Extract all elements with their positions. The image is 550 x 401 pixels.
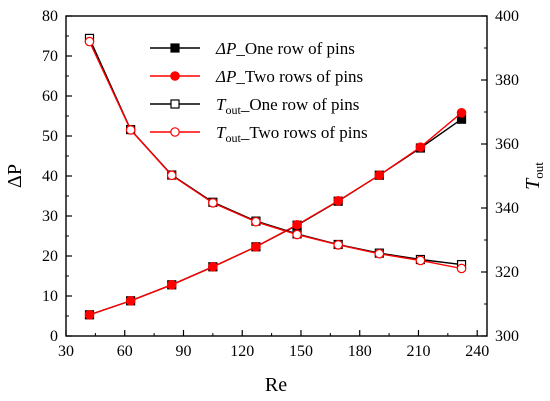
data-point <box>292 229 302 240</box>
data-point <box>125 295 136 306</box>
y-left-tick-label: 70 <box>42 48 58 65</box>
data-point <box>166 279 177 290</box>
legend-label: Tout_One row of pins <box>216 95 359 117</box>
legend-label: Tout_Two rows of pins <box>216 123 368 145</box>
x-tick-label: 60 <box>117 343 133 360</box>
series-2 <box>84 108 467 320</box>
series-4 <box>84 36 467 274</box>
series-line <box>89 118 462 316</box>
legend: ΔP_One row of pins ΔP_Two rows of pins Tou… <box>150 39 368 145</box>
x-tick-label: 180 <box>348 343 372 360</box>
series-1 <box>84 114 467 320</box>
x-tick-label: 30 <box>58 343 74 360</box>
data-point <box>333 196 343 206</box>
legend-marker <box>170 99 180 109</box>
y-axis-right-label-sub: out <box>531 162 546 179</box>
legend-item: Tout_Two rows of pins <box>150 123 368 145</box>
data-point <box>84 309 95 320</box>
legend-marker <box>170 127 180 137</box>
data-point <box>292 220 302 230</box>
data-point <box>415 142 426 152</box>
legend-item: ΔP_Two rows of pins <box>150 67 363 86</box>
x-tick-label: 240 <box>465 343 489 360</box>
series-line <box>88 41 462 270</box>
axis-ticks: 30 60 90 120 150 180 210 240 0 10 20 30 40 50 60 70 80 30… <box>42 8 519 360</box>
plot-frame <box>65 15 488 337</box>
x-tick-label: 120 <box>230 343 254 360</box>
y-axis-right-label: Tout <box>522 162 546 190</box>
series-line <box>89 112 462 316</box>
x-tick-label: 210 <box>406 343 430 360</box>
data-point <box>251 242 261 252</box>
data-point <box>333 240 343 250</box>
y-left-tick-label: 50 <box>42 128 58 145</box>
legend-item: ΔP_One row of pins <box>150 39 355 58</box>
data-point <box>84 36 95 47</box>
y-left-tick-label: 80 <box>42 8 58 25</box>
legend-item: Tout_One row of pins <box>150 95 359 117</box>
y-right-tick-label: 340 <box>495 200 519 217</box>
data-point <box>456 108 467 118</box>
data-point <box>415 255 426 266</box>
data-point <box>456 263 467 274</box>
y-axis-right-label-main: T <box>522 177 544 190</box>
data-point <box>166 170 177 181</box>
y-left-tick-label: 0 <box>50 328 58 345</box>
legend-marker <box>170 43 180 53</box>
series-layer <box>84 33 467 320</box>
legend-marker <box>170 71 180 81</box>
y-right-tick-label: 360 <box>495 136 519 153</box>
y-right-tick-label: 300 <box>495 328 519 345</box>
x-tick-label: 90 <box>175 343 191 360</box>
data-point <box>208 261 218 272</box>
y-axis-left-label: ΔP <box>4 164 26 188</box>
y-right-tick-label: 400 <box>495 8 519 25</box>
y-left-tick-label: 30 <box>42 208 58 225</box>
data-point <box>125 125 136 135</box>
legend-label: ΔP_One row of pins <box>215 39 355 58</box>
x-axis-label: Re <box>265 374 287 396</box>
x-tick-label: 150 <box>289 343 313 360</box>
data-point <box>208 198 218 208</box>
y-left-tick-label: 20 <box>42 248 58 265</box>
y-right-tick-label: 320 <box>495 264 519 281</box>
data-point <box>374 170 385 180</box>
legend-label: ΔP_Two rows of pins <box>215 67 363 86</box>
y-left-tick-label: 10 <box>42 288 58 305</box>
y-right-tick-label: 380 <box>495 72 519 89</box>
y-left-tick-label: 40 <box>42 168 58 185</box>
data-point <box>374 248 385 259</box>
y-left-tick-label: 60 <box>42 88 58 105</box>
data-point <box>251 216 261 227</box>
